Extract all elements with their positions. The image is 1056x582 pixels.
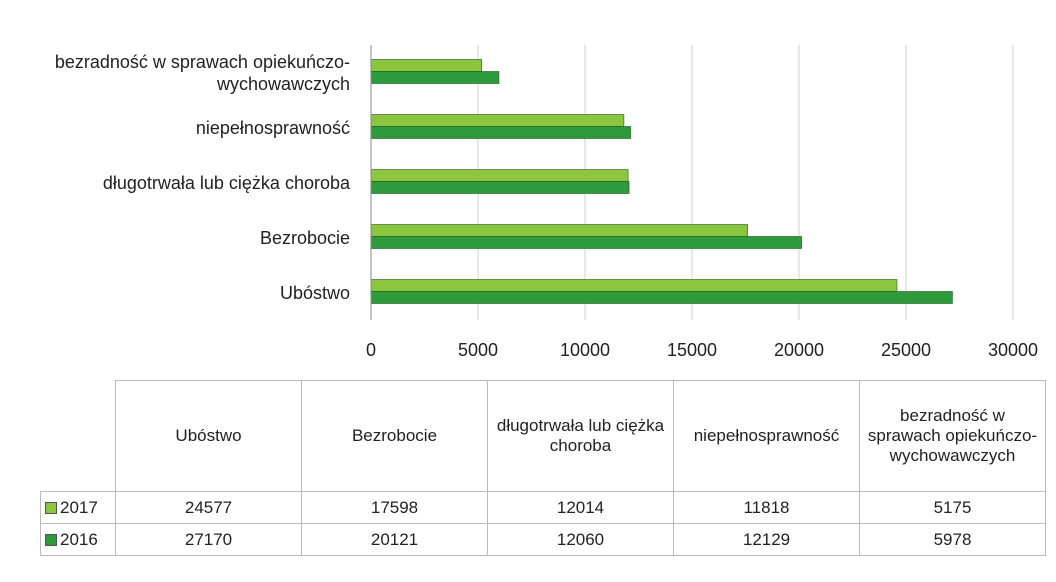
value-cell: 27170 xyxy=(115,523,302,556)
value-cell: 17598 xyxy=(301,491,488,524)
x-tick-label: 25000 xyxy=(881,340,931,360)
bar xyxy=(370,181,630,194)
bar xyxy=(370,291,953,304)
legend-swatch xyxy=(45,502,57,515)
data-row: 2016 27170 20121 12060 12129 5978 xyxy=(40,523,1046,556)
bar xyxy=(370,59,483,72)
column-header: niepełnosprawność xyxy=(673,380,860,492)
value-cell: 11818 xyxy=(673,491,860,524)
x-tick-label: 0 xyxy=(366,340,376,360)
column-header: długotrwała lub ciężka choroba xyxy=(487,380,674,492)
chart: 0 5000 10000 15000 20000 25000 30000 xyxy=(366,45,1038,360)
value-cell: 20121 xyxy=(301,523,488,556)
x-tick-label: 5000 xyxy=(458,340,498,360)
data-row: 2017 24577 17598 12014 11818 5175 xyxy=(40,491,1046,524)
bar xyxy=(370,169,629,182)
category-label: niepełnosprawność xyxy=(195,117,350,138)
bar xyxy=(370,279,898,292)
category-label: długotrwała lub ciężka choroba xyxy=(102,172,350,193)
category-label: Ubóstwo xyxy=(279,282,350,303)
column-header: Ubóstwo xyxy=(115,380,302,492)
x-tick-label: 30000 xyxy=(988,340,1038,360)
legend-cell: 2016 xyxy=(40,523,116,556)
column-header: Bezrobocie xyxy=(301,380,488,492)
header-row: Ubóstwo Bezrobocie długotrwała lub ciężka … xyxy=(40,380,1046,492)
value-cell: 24577 xyxy=(115,491,302,524)
bar xyxy=(370,71,500,84)
legend-cell: 2017 xyxy=(40,491,116,524)
value-cell: 12014 xyxy=(487,491,674,524)
bar xyxy=(370,224,748,237)
bar xyxy=(370,236,802,249)
x-tick-label: 20000 xyxy=(774,340,824,360)
category-label: bezradność w sprawach opiekuńczo-wychowa… xyxy=(54,51,350,94)
column-header: bezradność w sprawach opiekuńczo-wychowa… xyxy=(859,380,1046,492)
legend-swatch xyxy=(45,534,57,547)
bar xyxy=(370,126,631,139)
legend-label: 2016 xyxy=(60,529,98,549)
category-label: Bezrobocie xyxy=(259,227,350,248)
legend-label: 2017 xyxy=(60,497,98,517)
value-cell: 12129 xyxy=(673,523,860,556)
bar xyxy=(370,114,625,127)
value-cell: 5175 xyxy=(859,491,1046,524)
x-tick-label: 15000 xyxy=(667,340,717,360)
x-tick-label: 10000 xyxy=(560,340,610,360)
value-cell: 5978 xyxy=(859,523,1046,556)
empty-cell xyxy=(40,380,116,492)
data-table: Ubóstwo Bezrobocie długotrwała lub ciężka … xyxy=(40,380,1046,556)
value-cell: 12060 xyxy=(487,523,674,556)
